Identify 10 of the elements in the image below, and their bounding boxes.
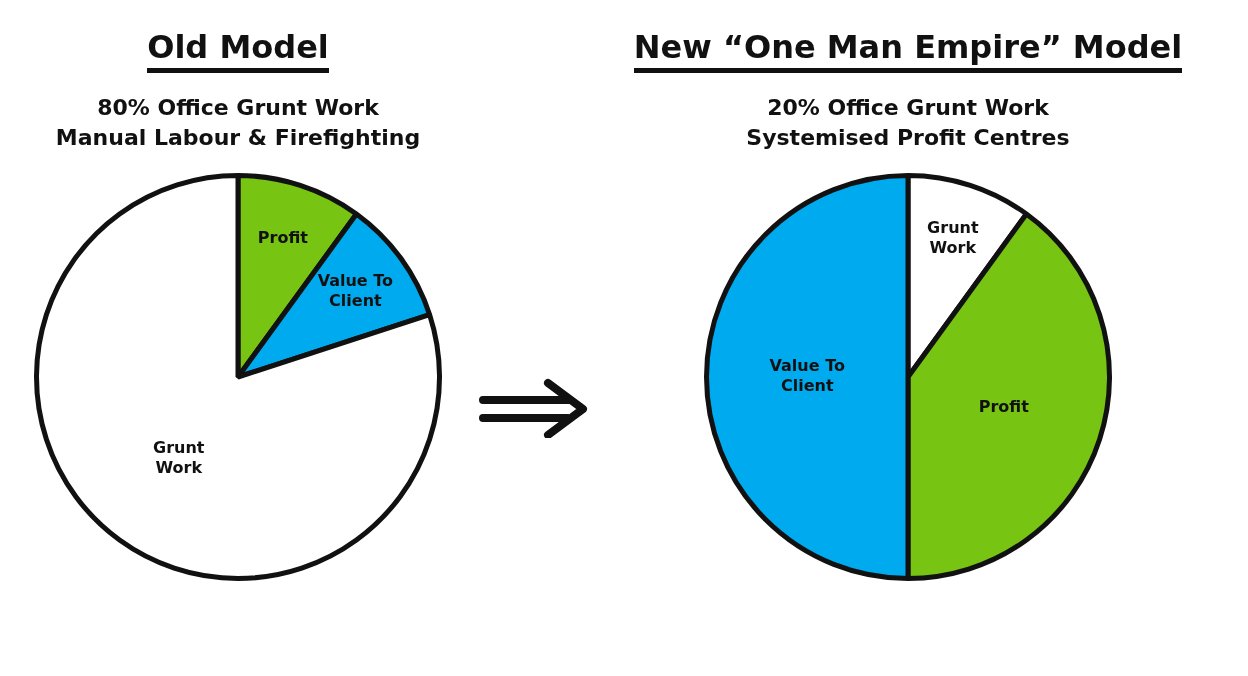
chart-title: Old Model [147,28,329,73]
slice-label: Value To Client [317,270,394,310]
slice-label: Grunt Work [927,218,979,258]
chart-subtitle: 80% Office Grunt Work Manual Labour & Firefighting [55,94,421,152]
slice-label: Value To Client [769,356,845,396]
slice-label: Profit [978,397,1030,417]
chart-subtitle: 20% Office Grunt Work Systemised Profit Centres [746,94,1070,152]
chart-title: New “One Man Empire” Model [633,28,1183,73]
slice-label: Profit [257,228,309,248]
slice-label: Grunt Work [153,437,205,477]
